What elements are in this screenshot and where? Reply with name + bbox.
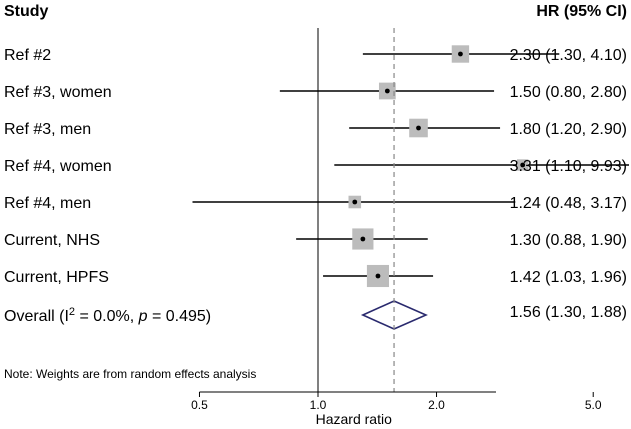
hr-ci-value: 1.50 (0.80, 2.80) [510,84,627,101]
study-row: Current, HPFS 1.42 (1.03, 1.96) [4,264,627,288]
study-label: Ref #3, women [4,84,112,101]
study-row: Ref #4, men 1.24 (0.48, 3.17) [4,195,627,212]
hr-ci-value: 1.42 (1.03, 1.96) [510,269,627,286]
study-row: Ref #4, women 3.31 (1.10, 9.93) [4,158,629,175]
study-row: Ref #3, men 1.80 (1.20, 2.90) [4,118,627,138]
study-row: Ref #3, women 1.50 (0.80, 2.80) [4,82,627,101]
point-estimate [384,88,390,94]
study-row: Ref #2 2.30 (1.30, 4.10) [4,45,627,64]
study-label: Ref #4, women [4,158,112,175]
x-tick-label: 2.0 [428,398,445,412]
x-tick-label: 0.5 [191,398,208,412]
hr-ci-value: 1.24 (0.48, 3.17) [510,195,627,212]
hr-ci-value: 1.80 (1.20, 2.90) [510,121,627,138]
weights-note: Note: Weights are from random effects an… [4,367,256,381]
study-label: Ref #2 [4,47,51,64]
study-label: Current, NHS [4,232,100,249]
overall-hr-ci-value: 1.56 (1.30, 1.88) [510,304,627,321]
point-estimate [458,51,463,57]
hr-ci-value: 2.30 (1.30, 4.10) [510,47,627,64]
study-label: Ref #3, men [4,121,91,138]
point-estimate [375,273,381,279]
x-tick-label: 1.0 [310,398,327,412]
overall-diamond [360,300,428,330]
point-estimate [360,236,366,242]
point-estimate [352,199,358,205]
hr-ci-header: HR (95% CI) [536,3,627,20]
overall-row: Overall (I2 = 0.0%, p = 0.495) 1.56 (1.30… [4,300,627,330]
overall-label: Overall (I2 = 0.0%, p = 0.495) [4,306,211,325]
x-tick-label: 5.0 [585,398,602,412]
hr-ci-value: 3.31 (1.10, 9.93) [510,158,627,175]
study-label: Current, HPFS [4,269,109,286]
x-axis-title: Hazard ratio [316,411,392,427]
hr-ci-value: 1.30 (0.88, 1.90) [510,232,627,249]
point-estimate [416,125,421,131]
study-label: Ref #4, men [4,195,91,212]
point-estimate [520,162,526,168]
study-row: Current, NHS 1.30 (0.88, 1.90) [4,228,627,250]
study-header: Study [4,3,49,20]
